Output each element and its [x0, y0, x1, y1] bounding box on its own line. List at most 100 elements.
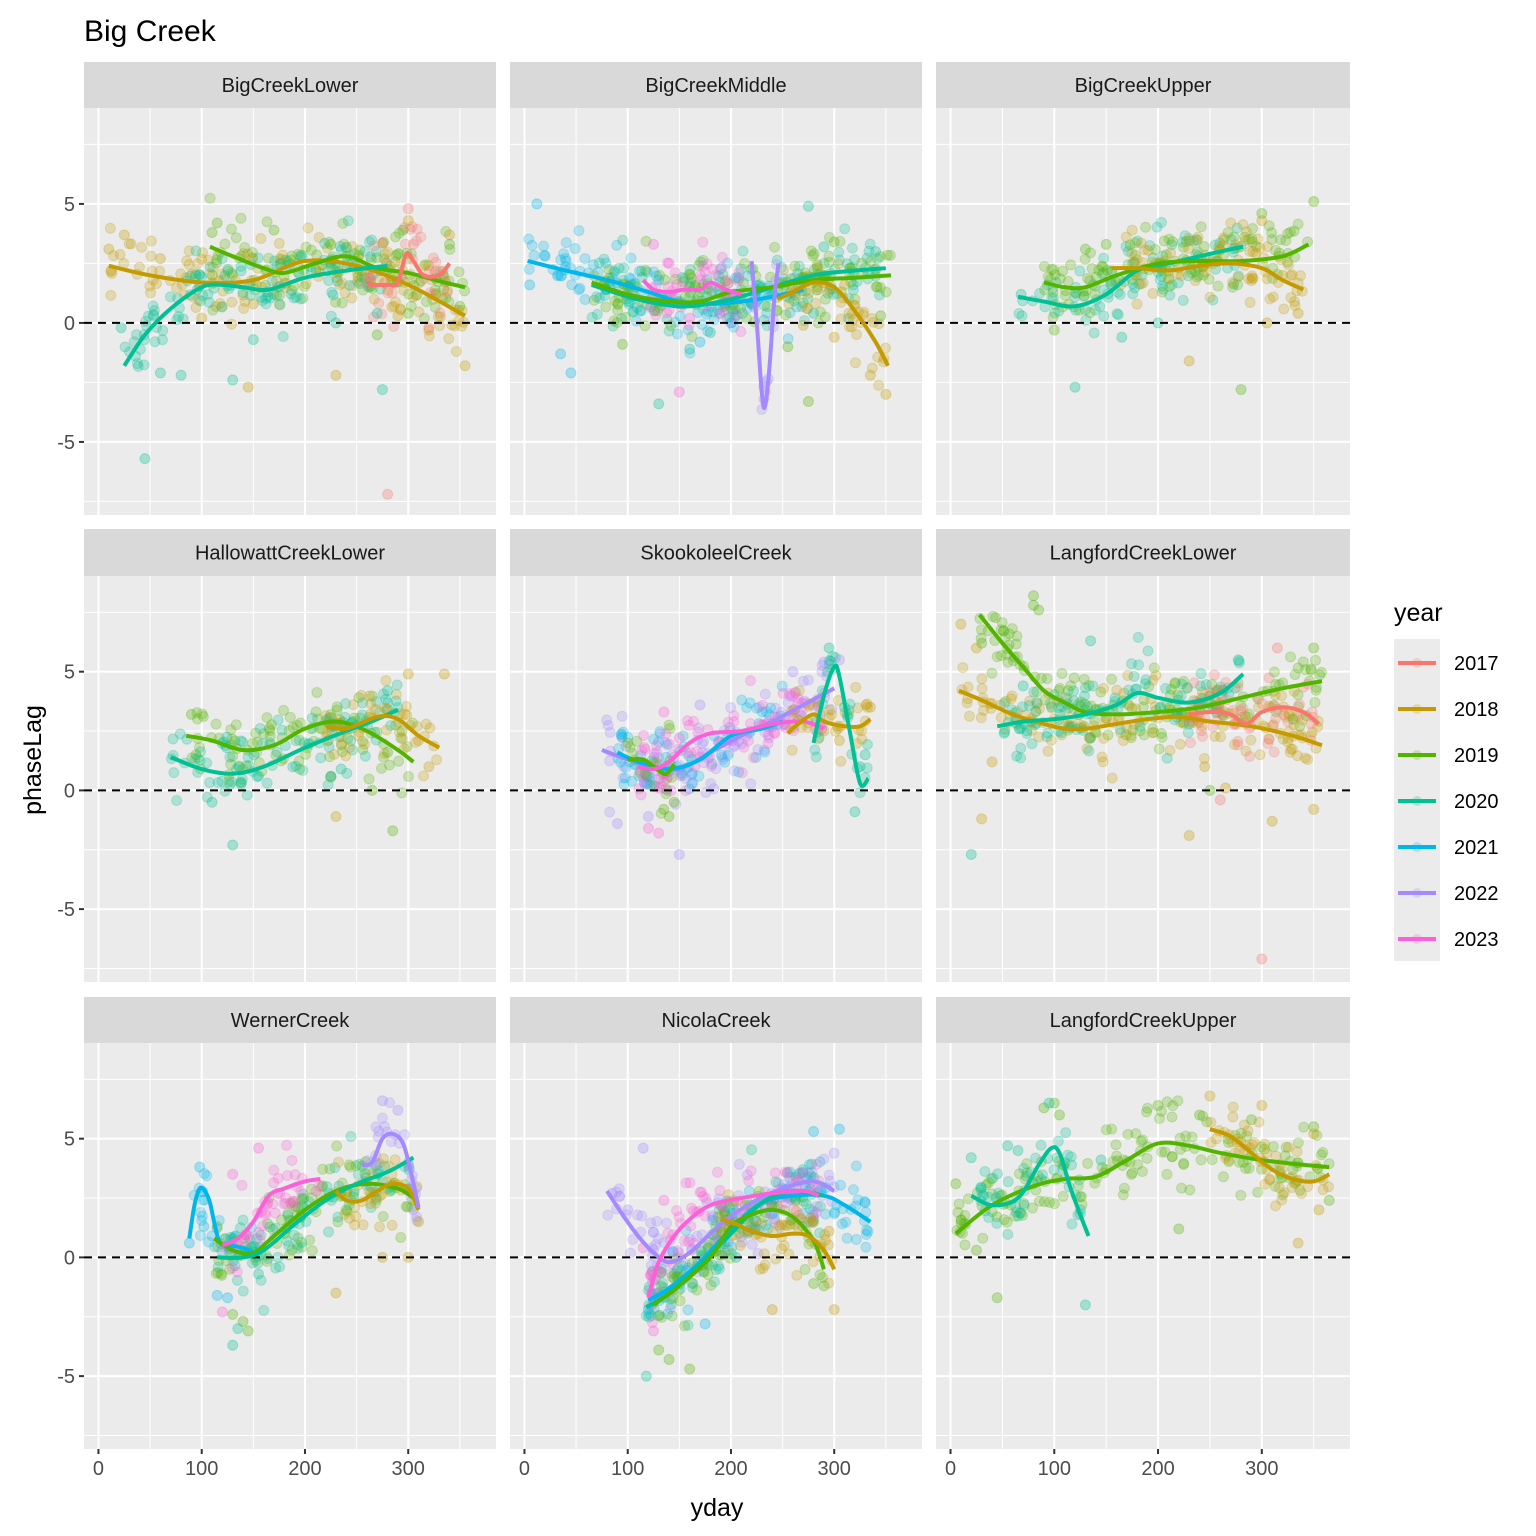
scatter-point [538, 240, 550, 252]
scatter-point [588, 294, 600, 306]
scatter-point [1243, 233, 1255, 245]
facet-strip-label: BigCreekLower [222, 75, 359, 97]
scatter-point [963, 710, 975, 722]
scatter-point [370, 1197, 382, 1209]
scatter-point [1278, 1187, 1290, 1199]
scatter-point [1078, 291, 1090, 303]
scatter-point-2020 [849, 806, 861, 818]
scatter-point [1120, 240, 1132, 252]
scatter-point [1031, 697, 1043, 709]
scatter-point-2021 [531, 198, 543, 210]
scatter-point [717, 268, 729, 280]
scatter-point [1179, 230, 1191, 242]
scatter-point-2019 [1100, 238, 1112, 250]
scatter-point [305, 244, 317, 256]
scatter-point [661, 739, 673, 751]
scatter-point [1048, 1164, 1060, 1176]
scatter-point [219, 238, 231, 250]
scatter-point [630, 315, 642, 327]
scatter-point [684, 1177, 696, 1189]
scatter-point [264, 724, 276, 736]
scatter-point [808, 248, 820, 260]
scatter-point-2018 [330, 369, 342, 381]
scatter-point [1131, 254, 1143, 266]
scatter-point [643, 770, 655, 782]
scatter-point-2018 [1308, 803, 1320, 815]
scatter-point [226, 776, 238, 788]
scatter-point [655, 807, 667, 819]
scatter-point [434, 307, 446, 319]
scatter-point [1060, 1127, 1072, 1139]
scatter-point [1280, 235, 1292, 247]
scatter-point-2020 [1043, 1097, 1055, 1109]
x-tick-label: 100 [611, 1458, 644, 1480]
scatter-point [271, 289, 283, 301]
scatter-point [829, 1206, 841, 1218]
scatter-point [268, 255, 280, 267]
scatter-point [1174, 738, 1186, 750]
scatter-point-2020 [325, 770, 337, 782]
scatter-point [743, 1175, 755, 1187]
scatter-point [1208, 669, 1220, 681]
scatter-point [760, 706, 772, 718]
scatter-point [446, 319, 458, 331]
scatter-point [861, 738, 873, 750]
scatter-point [411, 223, 423, 235]
scatter-point-2019 [617, 338, 629, 350]
scatter-point [324, 751, 336, 763]
scatter-point-2019 [1033, 604, 1045, 616]
scatter-point [748, 752, 760, 764]
scatter-point [230, 719, 242, 731]
scatter-point [1180, 1130, 1192, 1142]
scatter-point [168, 767, 180, 779]
scatter-point [688, 715, 700, 727]
scatter-point [1285, 226, 1297, 238]
scatter-point [1066, 1218, 1078, 1230]
scatter-point [601, 714, 613, 726]
scatter-point [1038, 1196, 1050, 1208]
scatter-point [815, 306, 827, 318]
scatter-point-2017 [382, 488, 394, 500]
scatter-point [201, 757, 213, 769]
scatter-point-2018 [828, 331, 840, 343]
scatter-point [1161, 752, 1173, 764]
scatter-point [171, 282, 183, 294]
scatter-point [654, 728, 666, 740]
scatter-point [348, 712, 360, 724]
scatter-point [711, 1166, 723, 1178]
scatter-point-2019 [668, 796, 680, 808]
scatter-point [812, 261, 824, 273]
scatter-point [235, 778, 247, 790]
scatter-point [403, 288, 415, 300]
scatter-point [1203, 273, 1215, 285]
scatter-point [1282, 259, 1294, 271]
scatter-point [864, 238, 876, 250]
scatter-point [835, 1179, 847, 1191]
scatter-point [602, 1209, 614, 1221]
scatter-point-2021 [833, 1123, 845, 1135]
scatter-point [677, 730, 689, 742]
scatter-point [818, 258, 830, 270]
scatter-point [389, 296, 401, 308]
scatter-point [138, 359, 150, 371]
scatter-point [261, 777, 273, 789]
scatter-point [354, 278, 366, 290]
scatter-point [125, 238, 137, 250]
scatter-point [268, 1164, 280, 1176]
scatter-point [769, 1167, 781, 1179]
scatter-point [1246, 272, 1258, 284]
scatter-point [858, 306, 870, 318]
scatter-point [758, 744, 770, 756]
scatter-point [1131, 235, 1143, 247]
scatter-point [268, 1177, 280, 1189]
scatter-point [1155, 216, 1167, 228]
scatter-point-2022 [392, 1104, 404, 1116]
scatter-point [364, 251, 376, 263]
scatter-point [833, 246, 845, 258]
scatter-point [390, 250, 402, 262]
scatter-point [759, 688, 771, 700]
scatter-point-2020 [115, 322, 127, 334]
scatter-point [1048, 264, 1060, 276]
scatter-point [237, 289, 249, 301]
scatter-point [714, 307, 726, 319]
